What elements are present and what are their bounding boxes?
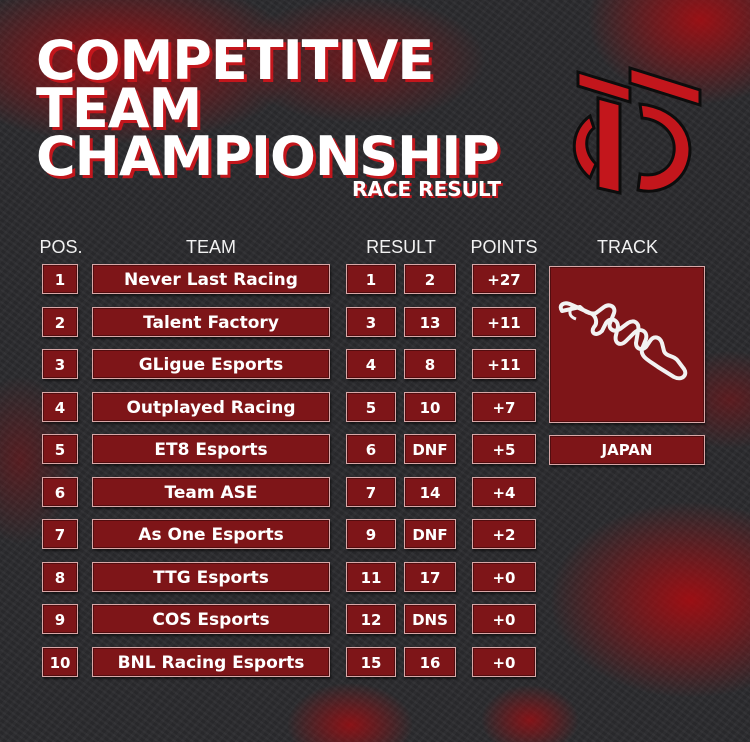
result-race1-cell: 5 bbox=[346, 391, 396, 422]
team-cell: Outplayed Racing bbox=[92, 391, 330, 422]
result-race2-cell: 2 bbox=[404, 264, 456, 294]
result-race2-cell: DNS bbox=[404, 604, 456, 634]
column-header-team: TEAM bbox=[185, 237, 236, 257]
points-cell: +0 bbox=[472, 646, 536, 677]
table-row: 1 Never Last Racing 1 2 +27 bbox=[0, 264, 750, 296]
table-row: 3 GLigue Esports 4 8 +11 bbox=[0, 349, 750, 381]
result-race1-cell: 4 bbox=[346, 349, 396, 379]
pos-cell: 1 bbox=[42, 264, 78, 294]
result-race1-cell: 7 bbox=[346, 476, 396, 507]
pos-cell: 9 bbox=[42, 604, 78, 634]
result-race2-cell: 16 bbox=[404, 646, 456, 677]
team-cell: Talent Factory bbox=[92, 306, 330, 337]
team-cell: As One Esports bbox=[92, 519, 330, 549]
track-map bbox=[549, 266, 705, 423]
points-cell: +27 bbox=[472, 264, 536, 294]
result-race2-cell: 13 bbox=[404, 306, 456, 337]
table-row: 4 Outplayed Racing 5 10 +7 bbox=[0, 391, 750, 424]
table-row: 7 As One Esports 9 DNF +2 bbox=[0, 519, 750, 551]
column-header-pos: POS. bbox=[39, 237, 83, 257]
pos-cell: 2 bbox=[42, 306, 78, 337]
result-race2-cell: 17 bbox=[404, 561, 456, 592]
result-race1-cell: 1 bbox=[346, 264, 396, 294]
points-cell: +4 bbox=[472, 476, 536, 507]
column-header-track: TRACK bbox=[596, 237, 658, 257]
table-row: 6 Team ASE 7 14 +4 bbox=[0, 476, 750, 509]
points-cell: +0 bbox=[472, 604, 536, 634]
circuit-map-icon bbox=[558, 301, 688, 381]
points-cell: +0 bbox=[472, 561, 536, 592]
team-cell: Team ASE bbox=[92, 476, 330, 507]
result-race2-cell: 10 bbox=[404, 391, 456, 422]
track-name-label: JAPAN bbox=[549, 435, 705, 465]
title-line-2: TEAM bbox=[36, 77, 202, 140]
table-row: 2 Talent Factory 3 13 +11 bbox=[0, 306, 750, 339]
result-race2-cell: 14 bbox=[404, 476, 456, 507]
points-cell: +5 bbox=[472, 434, 536, 464]
result-race1-cell: 12 bbox=[346, 604, 396, 634]
pos-cell: 6 bbox=[42, 476, 78, 507]
title-line-3: CHAMPIONSHIP bbox=[36, 125, 500, 188]
points-cell: +2 bbox=[472, 519, 536, 549]
team-cell: GLigue Esports bbox=[92, 349, 330, 379]
points-cell: +11 bbox=[472, 306, 536, 337]
pos-cell: 10 bbox=[42, 646, 78, 677]
pos-cell: 4 bbox=[42, 391, 78, 422]
pos-cell: 5 bbox=[42, 434, 78, 464]
result-race2-cell: 8 bbox=[404, 349, 456, 379]
table-row: 8 TTG Esports 11 17 +0 bbox=[0, 561, 750, 594]
result-race1-cell: 9 bbox=[346, 519, 396, 549]
points-cell: +11 bbox=[472, 349, 536, 379]
result-race1-cell: 11 bbox=[346, 561, 396, 592]
result-race2-cell: DNF bbox=[404, 434, 456, 464]
pos-cell: 3 bbox=[42, 349, 78, 379]
ctc-logo-icon bbox=[572, 65, 702, 195]
team-cell: TTG Esports bbox=[92, 561, 330, 592]
team-cell: Never Last Racing bbox=[92, 264, 330, 294]
pos-cell: 8 bbox=[42, 561, 78, 592]
result-race1-cell: 3 bbox=[346, 306, 396, 337]
table-row: 10 BNL Racing Esports 15 16 +0 bbox=[0, 646, 750, 679]
column-header-points: POINTS bbox=[470, 237, 538, 257]
table-row: 9 COS Esports 12 DNS +0 bbox=[0, 604, 750, 636]
result-race1-cell: 6 bbox=[346, 434, 396, 464]
column-header-result: RESULT bbox=[366, 237, 436, 257]
result-race2-cell: DNF bbox=[404, 519, 456, 549]
result-race1-cell: 15 bbox=[346, 646, 396, 677]
team-cell: ET8 Esports bbox=[92, 434, 330, 464]
table-row: 5 ET8 Esports 6 DNF +5 bbox=[0, 434, 750, 466]
title-line-1: COMPETITIVE bbox=[36, 29, 434, 92]
pos-cell: 7 bbox=[42, 519, 78, 549]
page-subtitle: RACE RESULT bbox=[352, 177, 501, 201]
points-cell: +7 bbox=[472, 391, 536, 422]
team-cell: COS Esports bbox=[92, 604, 330, 634]
team-cell: BNL Racing Esports bbox=[92, 646, 330, 677]
